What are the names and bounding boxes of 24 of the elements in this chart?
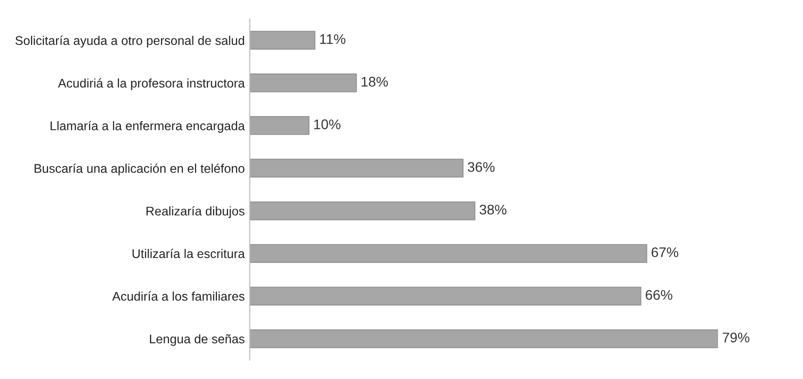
y-tick-label: Realizaría dibujos — [146, 206, 244, 218]
y-tick-label: Buscaría una aplicación en el teléfono — [34, 164, 244, 176]
bar — [250, 286, 642, 306]
data-label: 11% — [320, 34, 346, 44]
data-label: 67% — [652, 247, 678, 258]
data-label: 18% — [362, 76, 388, 87]
data-label: 36% — [468, 162, 495, 172]
y-tick-label: Acudiría a los familiares — [112, 291, 244, 301]
y-tick-label: Utilizaría la escritura — [132, 248, 245, 258]
y-tick-label: Acudiriá a la profesora instructora — [58, 78, 245, 90]
data-label: 79% — [722, 332, 750, 342]
data-label: 38% — [480, 204, 506, 215]
bar — [250, 329, 718, 348]
y-tick-label: Lengua de señas — [150, 334, 244, 346]
bar — [250, 74, 357, 92]
bar — [250, 158, 464, 178]
bar — [250, 30, 316, 50]
y-tick-label: Llamaría a la enfermera encargada — [50, 120, 245, 133]
bar — [250, 116, 310, 135]
bar — [250, 201, 476, 220]
data-label: 66% — [646, 290, 672, 300]
bar — [250, 244, 648, 263]
y-tick-label: Solicitaría ayuda a otro personal de salud — [15, 36, 244, 48]
data-label: 10% — [314, 119, 340, 130]
